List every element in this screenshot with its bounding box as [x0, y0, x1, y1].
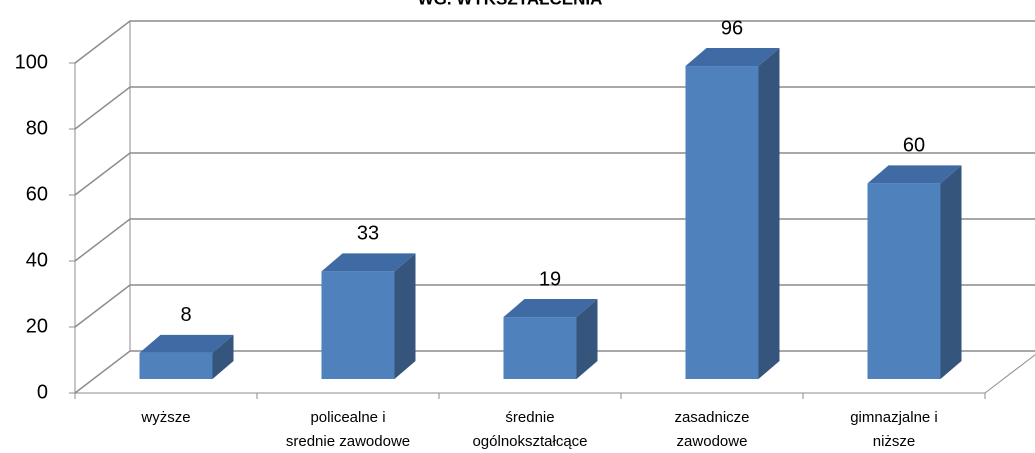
y-tick-label: 40: [26, 249, 48, 271]
value-label: 33: [357, 223, 379, 245]
x-tick-label: gimnazjalne i niższe: [850, 409, 938, 450]
bar-side: [212, 334, 234, 379]
x-tick-label: średnie ogólnokształcące: [472, 409, 587, 450]
bar-front: [867, 183, 941, 379]
bar-top: [139, 334, 234, 353]
x-tick-label-line: zasadnicze: [674, 409, 749, 426]
bar-top: [867, 165, 962, 184]
x-tick-label-line: policealne i: [310, 409, 385, 426]
x-tick-label-line: gimnazjalne i: [850, 409, 938, 426]
value-label: 8: [180, 304, 191, 326]
value-label: 60: [903, 135, 925, 157]
floor-line: [984, 354, 1035, 394]
bar-front: [321, 271, 395, 379]
bar-side: [940, 165, 962, 379]
x-tick-label: wyższe: [140, 409, 190, 426]
bar-top: [685, 48, 780, 67]
y-tick-label: 80: [26, 117, 48, 139]
x-tick-label-line: srednie zawodowe: [286, 433, 410, 450]
chart-title: WG. WYKSZTAŁCENIA: [418, 0, 603, 8]
x-tick-label-line: niższe: [873, 433, 916, 450]
y-tick-label: 20: [26, 315, 48, 337]
value-label: 19: [539, 268, 561, 290]
bar: [139, 334, 234, 379]
bar-top: [503, 299, 598, 318]
bar-front: [139, 352, 213, 379]
bar-front: [503, 317, 577, 379]
value-label: 96: [721, 17, 743, 39]
grid-line: [74, 86, 1035, 130]
bar: [503, 299, 598, 379]
bar-side: [576, 299, 598, 379]
y-tick-label: 100: [15, 51, 48, 73]
x-tick-label-line: średnie: [505, 409, 554, 426]
bar: [867, 165, 962, 379]
x-tick-label-line: ogólnokształcące: [472, 433, 587, 450]
bar-top: [321, 253, 416, 272]
x-tick-label: policealne i srednie zawodowe: [286, 409, 410, 450]
bar-front: [685, 66, 759, 379]
grid-line: [74, 20, 1035, 64]
bar-side: [758, 48, 780, 379]
bar: [321, 253, 416, 379]
bar: [685, 48, 780, 379]
x-tick-label-line: wyższe: [140, 409, 190, 426]
y-tick-label: 0: [37, 381, 48, 403]
x-tick-label-line: zawodowe: [677, 433, 748, 450]
y-tick-label: 60: [26, 183, 48, 205]
x-tick-label: zasadnicze zawodowe: [674, 409, 749, 450]
bar-side: [394, 253, 416, 379]
